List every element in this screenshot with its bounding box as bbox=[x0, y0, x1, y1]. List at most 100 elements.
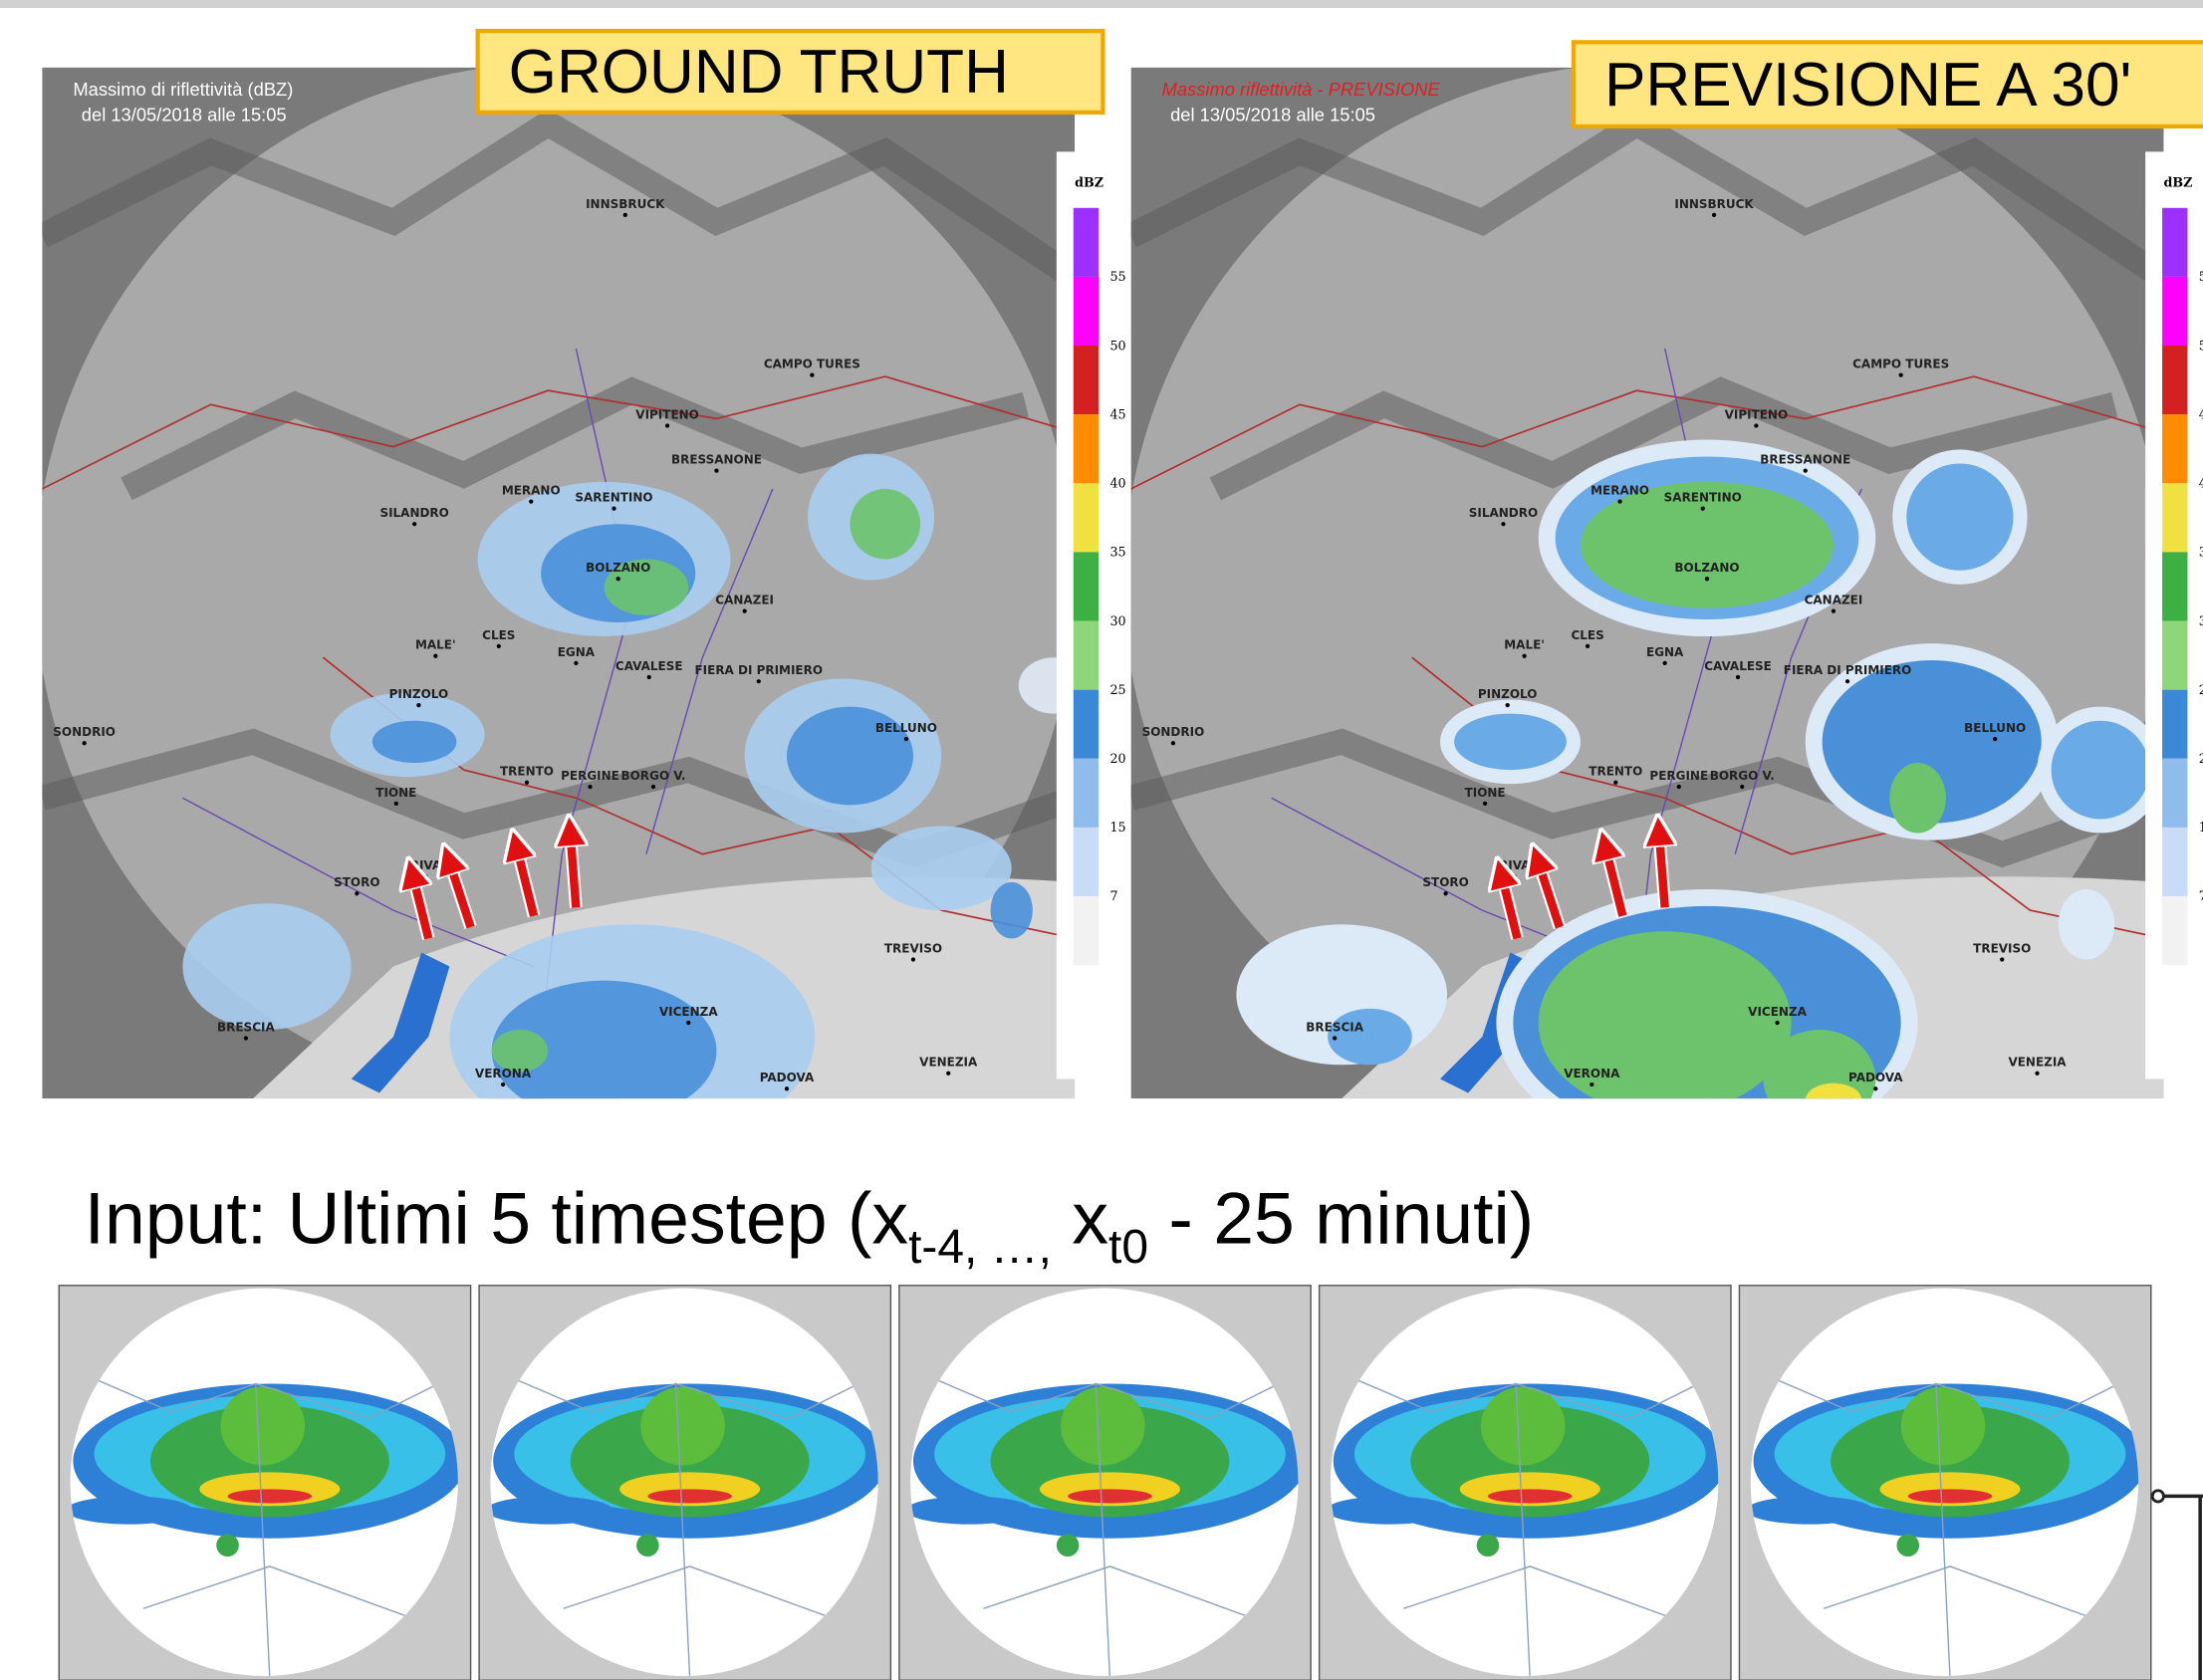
city-label: STORO bbox=[334, 875, 379, 889]
rain-cell bbox=[2059, 889, 2114, 960]
legend-tick: 55 bbox=[2199, 269, 2203, 284]
legend-tick: 40 bbox=[2199, 476, 2203, 491]
input-frame bbox=[899, 1286, 1311, 1680]
city-dot bbox=[1663, 661, 1667, 665]
legend-tick: 50 bbox=[2199, 338, 2203, 353]
city-dot bbox=[1740, 785, 1744, 789]
city-label: EGNA bbox=[558, 645, 596, 659]
legend-swatch bbox=[2162, 621, 2187, 690]
rain-cell bbox=[1328, 1009, 1412, 1065]
radar-map: INNSBRUCKBOLZANOMERANOSARENTINOBRESSANON… bbox=[1124, 63, 2203, 1156]
city-label: SILANDRO bbox=[1469, 506, 1538, 520]
city-label: BOLZANO bbox=[1674, 561, 1739, 575]
map-body: INNSBRUCKBOLZANOMERANOSARENTINOBRESSANON… bbox=[1124, 63, 2164, 1156]
city-label: PADOVA bbox=[760, 1071, 815, 1084]
legend-swatch bbox=[1074, 208, 1099, 277]
city-label: SARENTINO bbox=[1664, 491, 1742, 505]
city-label: MERANO bbox=[502, 484, 561, 498]
city-dot bbox=[1712, 213, 1716, 217]
legend-swatch bbox=[1074, 896, 1099, 965]
legend-swatch bbox=[2162, 414, 2187, 483]
legend-swatch bbox=[2162, 690, 2187, 759]
city-label: BRESCIA bbox=[217, 1020, 275, 1034]
caption-part: t-4, …, bbox=[908, 1221, 1052, 1274]
legend-tick: 20 bbox=[2199, 751, 2203, 766]
input-caption: Input: Ultimi 5 timestep (xt-4, …, xt0 -… bbox=[85, 1177, 1535, 1274]
legend-tick: 35 bbox=[1109, 545, 1125, 560]
city-dot bbox=[433, 654, 437, 658]
city-label: VERONA bbox=[475, 1067, 532, 1080]
panel-label: GROUND TRUTH bbox=[509, 38, 1009, 107]
legend-swatch bbox=[1074, 828, 1099, 896]
city-label: PERGINE bbox=[1649, 769, 1708, 783]
city-dot bbox=[1586, 644, 1590, 648]
city-dot bbox=[1804, 468, 1808, 472]
city-label: SILANDRO bbox=[379, 506, 448, 520]
city-label: INNSBRUCK bbox=[586, 197, 665, 211]
city-dot bbox=[244, 1036, 248, 1040]
legend-tick: 15 bbox=[2199, 820, 2203, 835]
city-dot bbox=[810, 373, 814, 377]
city-label: VICENZA bbox=[659, 1005, 718, 1019]
city-dot bbox=[1899, 373, 1903, 377]
input-frame bbox=[479, 1286, 890, 1680]
caption-part: t0 bbox=[1108, 1221, 1148, 1274]
legend-swatch bbox=[2162, 828, 2187, 896]
rain-cell bbox=[182, 903, 351, 1030]
city-label: CAMPO TURES bbox=[1852, 358, 1949, 371]
top-bar bbox=[0, 0, 2203, 8]
city-label: SONDRIO bbox=[1142, 725, 1205, 739]
map-title: Massimo di riflettività (dBZ) bbox=[73, 79, 293, 100]
city-dot bbox=[911, 957, 915, 961]
city-dot bbox=[665, 423, 669, 427]
panel-label: PREVISIONE A 30' bbox=[1604, 51, 2131, 120]
rain-cell bbox=[1539, 931, 1792, 1113]
caption-part: Input: Ultimi 5 timestep (x bbox=[85, 1177, 908, 1259]
city-dot bbox=[686, 1021, 690, 1025]
legend-tick: 30 bbox=[2199, 613, 2203, 628]
input-frame bbox=[59, 1286, 470, 1680]
legend-tick: 20 bbox=[1109, 751, 1125, 766]
city-dot bbox=[497, 644, 501, 648]
city-label: PADOVA bbox=[1848, 1071, 1903, 1084]
legend-swatch bbox=[1074, 414, 1099, 483]
city-label: PINZOLO bbox=[389, 687, 449, 701]
city-dot bbox=[2000, 957, 2004, 961]
legend-swatch bbox=[1074, 346, 1099, 414]
legend-swatch bbox=[2162, 896, 2187, 965]
legend-swatch bbox=[2162, 759, 2187, 828]
city-dot bbox=[1617, 500, 1621, 504]
city-label: CAMPO TURES bbox=[764, 358, 860, 371]
arrow bbox=[1659, 835, 1665, 907]
city-label: BRESSANONE bbox=[671, 453, 762, 467]
legend-tick: 25 bbox=[2199, 682, 2203, 697]
city-dot bbox=[1832, 609, 1836, 613]
city-dot bbox=[1613, 781, 1617, 785]
connector-dot bbox=[2152, 1491, 2163, 1502]
rain-cell bbox=[1889, 763, 1945, 834]
caption-part: - 25 minuti) bbox=[1148, 1177, 1534, 1259]
legend-swatch bbox=[2162, 277, 2187, 346]
city-label: BRESSANONE bbox=[1760, 453, 1850, 467]
map-subtitle: del 13/05/2018 alle 15:05 bbox=[1170, 104, 1375, 124]
radar-map: INNSBRUCKBOLZANOMERANOSARENTINOBRESSANON… bbox=[35, 63, 1125, 1148]
city-dot bbox=[1333, 1036, 1337, 1040]
city-dot bbox=[416, 703, 420, 707]
legend-swatch bbox=[2162, 346, 2187, 414]
city-dot bbox=[1443, 891, 1447, 895]
rain-cell bbox=[991, 882, 1033, 938]
rain-cell bbox=[1806, 1083, 1861, 1117]
city-dot bbox=[1506, 703, 1510, 707]
city-label: VIPITENO bbox=[635, 407, 699, 421]
legend-tick: 50 bbox=[1109, 338, 1125, 353]
city-label: FIERA DI PRIMIERO bbox=[1784, 663, 1912, 677]
city-dot bbox=[904, 737, 908, 741]
city-dot bbox=[757, 679, 761, 683]
city-label: MALE' bbox=[1504, 638, 1545, 652]
city-label: BORGO V. bbox=[620, 769, 685, 783]
legend-swatch bbox=[1074, 552, 1099, 620]
city-label: SONDRIO bbox=[53, 725, 116, 739]
map-body: INNSBRUCKBOLZANOMERANOSARENTINOBRESSANON… bbox=[35, 63, 1089, 1148]
city-label: VICENZA bbox=[1748, 1005, 1807, 1019]
city-dot bbox=[1677, 785, 1681, 789]
